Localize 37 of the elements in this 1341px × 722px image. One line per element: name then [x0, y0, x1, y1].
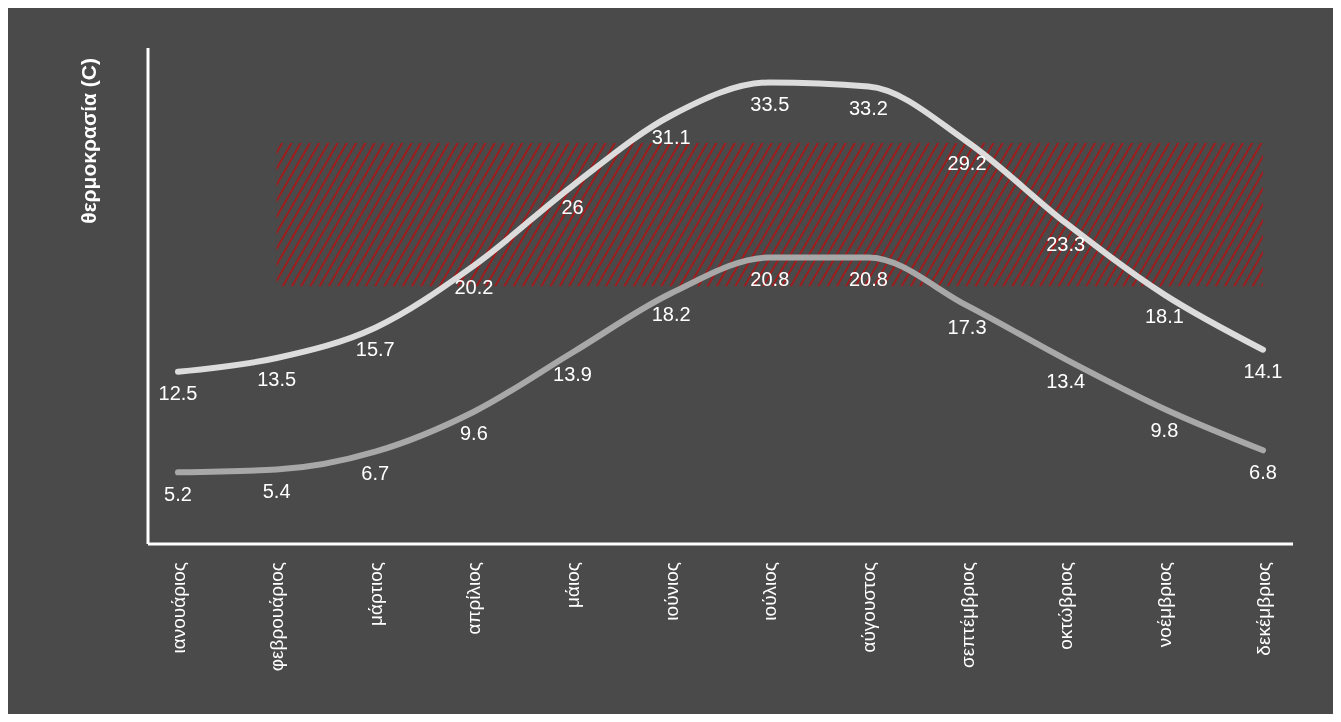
data-label: 5.2 [164, 482, 192, 505]
data-label: 33.2 [848, 96, 888, 119]
data-label: 23.3 [1046, 233, 1086, 256]
data-label: 18.2 [651, 303, 691, 326]
x-tick-label: μάρτιος [364, 562, 386, 626]
data-label: 12.5 [158, 381, 198, 404]
x-tick-label: αύγουστος [857, 562, 879, 653]
data-label: 14.1 [1243, 359, 1283, 382]
data-label: 18.1 [1144, 304, 1184, 327]
x-tick-label: ιούλιος [759, 562, 781, 621]
data-label: 31.1 [651, 125, 691, 148]
x-tick-label: απρίλιος [463, 562, 485, 635]
data-label: 20.8 [848, 267, 888, 290]
data-label: 5.4 [262, 479, 291, 502]
data-label: 29.2 [947, 151, 987, 174]
data-label: 15.7 [355, 337, 395, 360]
data-label: 6.7 [361, 461, 390, 484]
x-tick-label: σεπτέμβριος [956, 562, 978, 668]
y-axis-title: θερμοκρασία (C) [76, 58, 100, 224]
data-label: 9.6 [460, 421, 488, 444]
x-tick-label: μάιος [562, 562, 584, 608]
data-label: 13.5 [257, 368, 297, 391]
data-label: 26 [561, 195, 584, 218]
x-tick-label: νοέμβριος [1153, 562, 1175, 648]
data-label: 17.3 [947, 315, 987, 338]
data-label: 13.9 [553, 362, 593, 385]
data-label: 13.4 [1046, 369, 1086, 392]
x-tick-label: φεβρουάριος [266, 562, 288, 672]
x-tick-label: δεκέμβριος [1252, 562, 1274, 656]
x-tick-label: ιούνιος [660, 562, 682, 621]
data-label: 20.2 [454, 275, 494, 298]
data-label: 20.8 [750, 267, 790, 290]
x-tick-label: οκτώβριος [1055, 562, 1077, 650]
data-label: 33.5 [750, 92, 790, 115]
data-label: 6.8 [1249, 460, 1277, 483]
x-tick-label: ιανουάριος [167, 562, 189, 654]
data-label: 9.8 [1150, 419, 1179, 442]
